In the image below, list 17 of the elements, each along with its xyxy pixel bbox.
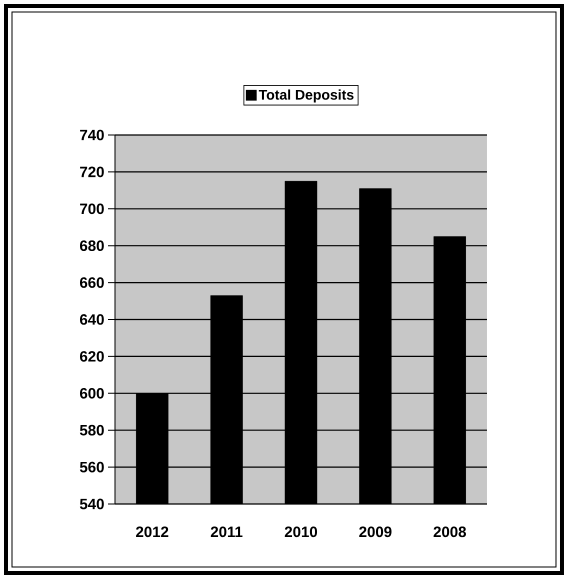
y-tick-label: 720 bbox=[80, 166, 104, 178]
x-tick-label: 2012 bbox=[136, 526, 168, 538]
x-tick-label: 2011 bbox=[210, 526, 242, 538]
x-tick-label: 2010 bbox=[284, 526, 318, 538]
y-tick-label: 620 bbox=[80, 351, 104, 362]
y-tick-label: 640 bbox=[80, 314, 104, 325]
y-tick-label: 600 bbox=[80, 388, 104, 399]
y-tick-label: 740 bbox=[80, 130, 104, 140]
y-tick-label: 660 bbox=[80, 277, 104, 288]
y-tick-label: 700 bbox=[80, 203, 104, 214]
legend-label: Total Deposits bbox=[258, 89, 354, 102]
y-tick-label: 580 bbox=[80, 424, 104, 436]
y-tick-label: 560 bbox=[80, 462, 104, 472]
y-tick-label: 540 bbox=[80, 498, 104, 510]
x-tick-label: 2008 bbox=[434, 526, 466, 538]
x-tick-label: 2009 bbox=[359, 526, 392, 538]
y-tick-label: 680 bbox=[80, 240, 104, 252]
